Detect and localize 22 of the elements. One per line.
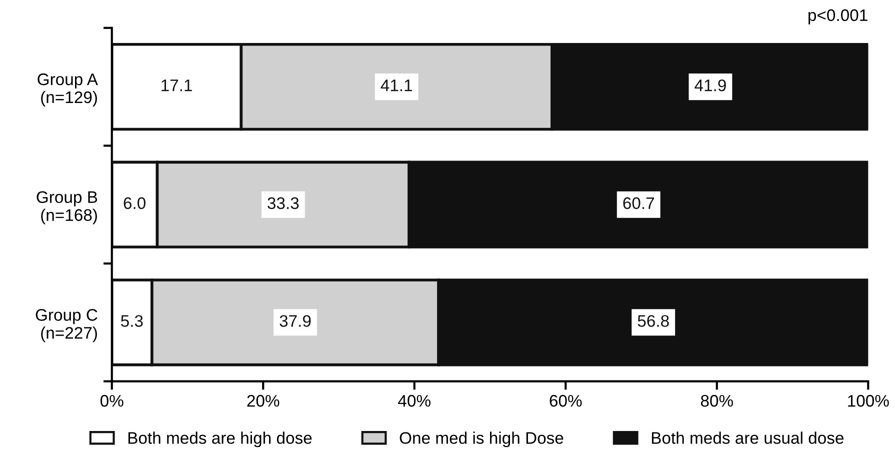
data-label: 6.0 xyxy=(124,197,146,210)
x-tick-label: 100% xyxy=(848,394,889,407)
x-tick-label: 60% xyxy=(550,394,582,407)
data-label: 56.8 xyxy=(638,315,669,327)
data-label: 41.9 xyxy=(694,79,726,92)
x-tick-label: 80% xyxy=(700,394,733,407)
text: p<0.001 xyxy=(808,9,868,24)
data-label: 37.9 xyxy=(280,315,311,327)
data-label: 33.3 xyxy=(268,197,299,210)
data-label: 17.1 xyxy=(162,80,192,92)
data-label: 60.7 xyxy=(623,197,654,210)
data-label: 5.3 xyxy=(121,315,143,327)
x-tick-label: 40% xyxy=(398,394,430,407)
legend-label: Both meds are high dose xyxy=(128,432,312,448)
legend-label: Both meds are usual dose xyxy=(652,432,844,444)
data-label: 41.1 xyxy=(380,80,412,92)
y-tick-label: Group A (n=129) xyxy=(38,73,98,106)
y-tick-label: Group C (n=227) xyxy=(36,309,98,342)
legend-label: One med is high Dose xyxy=(400,432,564,448)
x-tick-label: 20% xyxy=(247,394,280,407)
x-tick-label: 0% xyxy=(100,394,124,407)
y-tick-label: Group B (n=168) xyxy=(36,191,98,224)
